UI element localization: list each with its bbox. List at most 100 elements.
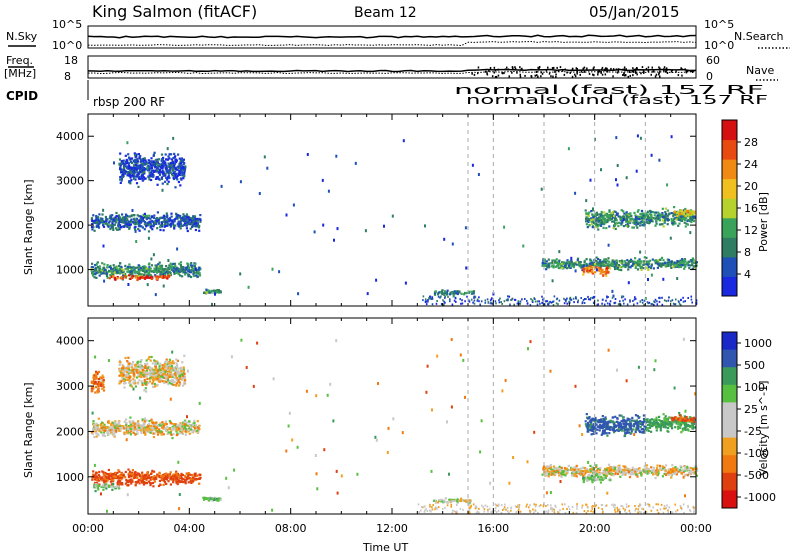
echo-cell	[105, 483, 108, 486]
freq-panel	[87, 55, 697, 79]
echo-cell	[116, 277, 119, 280]
echo-cell	[128, 479, 131, 482]
echo-cell	[620, 209, 623, 212]
echo-cell	[614, 210, 617, 214]
echo-cell	[164, 428, 167, 431]
echo-cell	[590, 217, 593, 220]
echo-cell	[90, 266, 93, 269]
echo-cell	[577, 261, 581, 264]
echo-cell	[580, 266, 583, 269]
echo-cell	[136, 158, 139, 161]
echo-cell	[558, 250, 561, 254]
echo-cell	[595, 213, 599, 216]
echo-cell	[136, 427, 139, 430]
echo-cell	[199, 219, 202, 222]
echo-cell	[114, 227, 117, 230]
echo-cell	[100, 220, 103, 224]
echo-cell	[145, 359, 148, 362]
echo-cell	[139, 364, 142, 367]
echo-cell	[112, 434, 115, 437]
echo-cell	[570, 262, 574, 265]
echo-cell	[161, 426, 164, 429]
echo-cell	[128, 472, 131, 475]
echo-cell	[607, 219, 610, 222]
echo-cell	[218, 289, 221, 292]
echo-cell	[139, 218, 142, 221]
echo-cell	[154, 362, 157, 365]
echo-cell	[169, 171, 172, 174]
echo-cell	[168, 474, 171, 477]
echo-cell	[625, 213, 628, 216]
echo-cell	[117, 224, 120, 227]
echo-cell	[188, 270, 192, 274]
freq-mark	[623, 74, 626, 77]
echo-cell	[239, 272, 242, 276]
echo-cell	[141, 171, 144, 174]
echo-cell	[143, 157, 146, 160]
echo-cell	[98, 265, 101, 268]
echo-cell	[443, 292, 446, 295]
echo-cell	[95, 262, 98, 266]
echo-cell	[156, 475, 159, 478]
echo-cell	[111, 214, 114, 217]
echo-cell	[113, 266, 116, 269]
echo-cell	[93, 374, 96, 377]
echo-cell	[117, 420, 120, 423]
echo-cell	[177, 376, 180, 379]
echo-cell	[158, 428, 161, 431]
echo-cell	[673, 206, 676, 209]
echo-cell	[461, 302, 464, 305]
echo-cell	[128, 215, 131, 218]
echo-cell	[683, 264, 686, 267]
echo-cell	[655, 217, 658, 220]
echo-cell	[169, 163, 172, 166]
echo-cell	[142, 267, 146, 270]
echo-cell	[140, 216, 144, 219]
echo-cell	[655, 211, 658, 214]
echo-cell	[177, 165, 180, 168]
echo-cell	[140, 177, 144, 180]
echo-cell	[151, 172, 154, 176]
echo-cell	[105, 271, 108, 274]
echo-cell	[149, 223, 152, 226]
echo-cell	[152, 377, 155, 380]
y-tick-label: 4000	[56, 130, 84, 143]
echo-cell	[172, 265, 175, 268]
echo-cell	[145, 218, 148, 221]
echo-cell	[687, 297, 689, 299]
echo-cell	[129, 223, 132, 226]
echo-cell	[182, 213, 185, 216]
echo-cell	[125, 375, 128, 378]
echo-cell	[149, 366, 152, 369]
echo-region	[90, 416, 201, 440]
echo-cell	[109, 227, 112, 231]
echo-cell	[117, 484, 120, 487]
freq-mark	[519, 66, 521, 69]
echo-cell	[443, 300, 445, 303]
echo-cell	[161, 169, 164, 172]
echo-cell	[616, 212, 619, 215]
echo-cell	[213, 290, 216, 293]
echo-cell	[108, 217, 111, 220]
echo-cell	[188, 426, 191, 430]
echo-cell	[670, 220, 673, 223]
echo-cell	[626, 215, 629, 218]
echo-cell	[196, 272, 199, 275]
echo-cell	[146, 214, 149, 217]
echo-cell	[160, 177, 164, 180]
echo-cell	[95, 478, 98, 481]
echo-cell	[105, 487, 108, 490]
echo-cell	[110, 483, 113, 486]
echo-cell	[127, 221, 130, 224]
echo-cell	[195, 218, 198, 221]
echo-cell	[150, 264, 153, 267]
freq-mark	[681, 74, 683, 77]
echo-cell	[167, 268, 171, 271]
echo-cell	[99, 476, 102, 479]
echo-cell	[162, 271, 165, 274]
echo-cell	[694, 260, 697, 263]
echo-cell	[153, 164, 156, 167]
echo-cell	[651, 303, 654, 306]
echo-cell	[168, 375, 171, 378]
echo-cell	[446, 289, 449, 292]
